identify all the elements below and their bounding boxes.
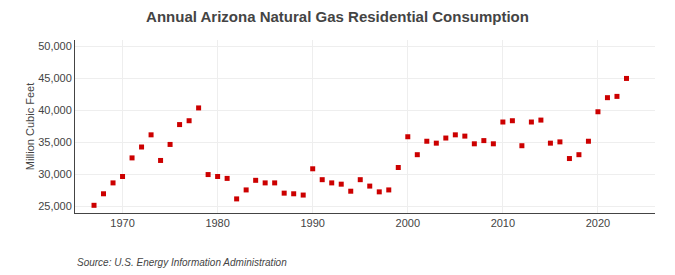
svg-text:45,000: 45,000 [38, 72, 72, 84]
svg-text:2010: 2010 [491, 217, 515, 229]
svg-text:1970: 1970 [110, 217, 134, 229]
svg-text:1990: 1990 [300, 217, 324, 229]
svg-text:2000: 2000 [396, 217, 420, 229]
svg-text:2020: 2020 [586, 217, 610, 229]
svg-text:40,000: 40,000 [38, 104, 72, 116]
svg-text:Million Cubic Feet: Million Cubic Feet [24, 83, 36, 170]
svg-text:1980: 1980 [205, 217, 229, 229]
svg-text:30,000: 30,000 [38, 168, 72, 180]
svg-text:25,000: 25,000 [38, 200, 72, 212]
svg-text:Annual Arizona Natural Gas Res: Annual Arizona Natural Gas Residential C… [146, 8, 529, 25]
svg-text:35,000: 35,000 [38, 136, 72, 148]
svg-text:50,000: 50,000 [38, 40, 72, 52]
svg-text:Source: U.S. Energy Informatio: Source: U.S. Energy Information Administ… [77, 257, 287, 268]
